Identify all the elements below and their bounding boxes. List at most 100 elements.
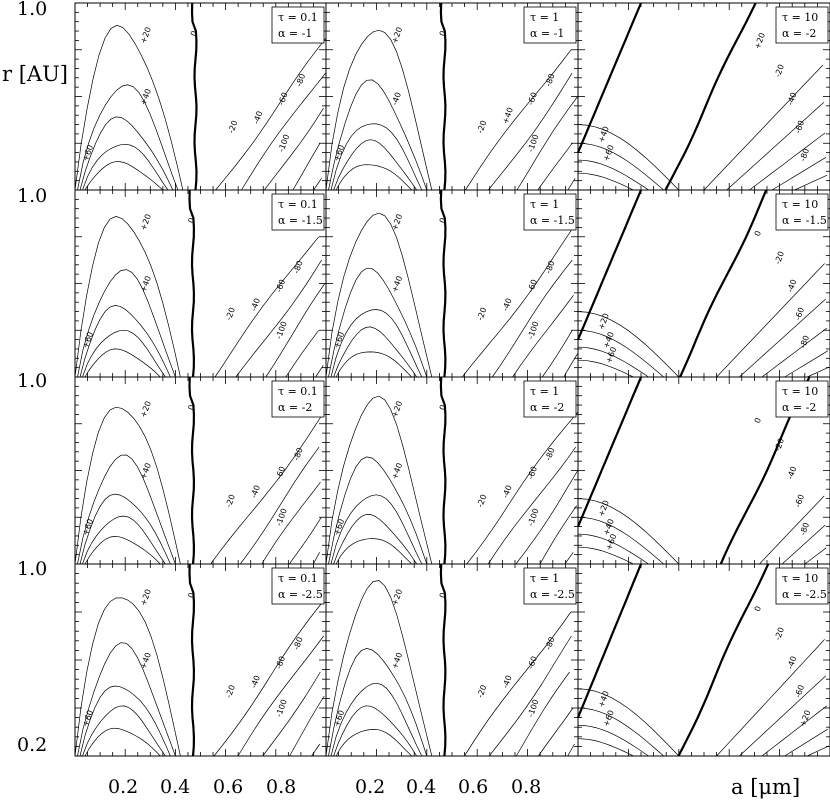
panel-legend-box (775, 193, 829, 231)
contour-label: -80 (292, 259, 305, 274)
contour-label: -40 (786, 278, 799, 293)
contour-zero-left (576, 2, 643, 154)
contour-negative (264, 108, 324, 191)
contour-label: +20 (139, 400, 153, 419)
contour-label: -60 (526, 278, 539, 293)
contour-negative (807, 366, 830, 378)
contour-negative (237, 635, 324, 757)
panel-legend-box (523, 193, 577, 231)
panel-4-2: +20 0 -20 +40 -40 -60 -80 -100 +60 τ = 1 α = -2.5 (325, 563, 579, 757)
contour-label: -20 (224, 684, 237, 699)
panel-alpha-label: α = -1.5 (530, 214, 575, 227)
contour-positive (74, 216, 181, 378)
contour-negative (538, 707, 574, 757)
panel-3-1: +20 0 -20 +40 -40 -60 -80 -100 +60 τ = 0.1 α = -2 (74, 376, 327, 565)
contour-positive (577, 124, 680, 191)
contour-negative (512, 294, 574, 378)
contour-negative (515, 671, 570, 757)
contour-label: 0 (186, 217, 196, 225)
panel-legend-box (775, 567, 829, 605)
contour-label: +60 (81, 518, 95, 537)
contour-positive (328, 648, 428, 757)
panel-tau-label: τ = 1 (530, 11, 559, 24)
x-tick-label-c1-0.2: 0.2 (108, 776, 139, 798)
contour-label: -80 (292, 446, 305, 461)
contour-negative (285, 330, 319, 378)
contour-negative (265, 283, 326, 378)
y-tick-label-row-2: 1.0 (17, 185, 48, 207)
y-tick-label-row-1: 1.0 (17, 0, 48, 20)
contour-positive (577, 738, 634, 757)
contour-zero (664, 2, 757, 191)
contour-positive (577, 533, 649, 565)
contour-label: -20 (773, 437, 786, 452)
panel-legend-box (523, 6, 577, 44)
contour-negative (214, 236, 319, 378)
contour-label: -60 (526, 91, 539, 106)
contour-negative (240, 446, 320, 565)
contour-positive (84, 536, 161, 565)
contour-negative (311, 743, 321, 757)
contour-positive (335, 538, 412, 565)
contour-label: +40 (139, 275, 153, 294)
contour-label: +60 (81, 709, 95, 728)
contour-label: +40 (390, 462, 404, 481)
panel-tau-label: τ = 0.1 (278, 572, 318, 585)
contour-negative (492, 259, 573, 378)
contour-label: -40 (252, 110, 265, 125)
contour-label: -60 (526, 465, 539, 480)
contour-positive (330, 123, 423, 191)
contour-label: -80 (544, 636, 557, 651)
contour-negative (261, 481, 321, 565)
contour-label: +60 (332, 144, 346, 163)
panel-alpha-label: α = -1 (530, 27, 564, 40)
x-tick-label-c2-0.2: 0.2 (355, 776, 386, 798)
panel-2-2: +20 0 -20 +40 -40 -60 -80 -100 +60 τ = 1 α = -1.5 (325, 189, 579, 378)
contour-label: -40 (249, 297, 262, 312)
contour-negative (807, 745, 830, 757)
panel-legend-box (523, 380, 577, 418)
contour-positive (79, 305, 171, 378)
panel-3-3: 0-20-40-60-80+20+40+60τ = 10α = -2 (576, 376, 830, 565)
contour-positive (330, 309, 423, 378)
contour-zero (439, 563, 447, 757)
contour-label: -40 (501, 484, 514, 499)
panel-legend-box (775, 380, 829, 418)
contour-negative (488, 635, 572, 757)
contour-label: +60 (332, 709, 346, 728)
panel-1-3: +20-20-40-60-80+40+60τ = 10α = -2 (576, 2, 830, 191)
contour-label: 0 (186, 591, 196, 599)
contour-label: -40 (786, 91, 799, 106)
panel-alpha-label: α = -2 (782, 27, 816, 40)
contour-label: 0 (189, 30, 199, 38)
x-axis-title: a [μm] (731, 775, 801, 799)
panel-alpha-label: α = -1.5 (278, 214, 323, 227)
contour-label: -80 (294, 72, 307, 87)
contour-label: -100 (526, 507, 541, 527)
contour-label: +20 (139, 588, 153, 607)
contour-negative (784, 728, 828, 757)
contour-negative (464, 611, 572, 757)
contour-label: -60 (793, 306, 806, 321)
contour-negative (516, 96, 578, 191)
panel-legend-box (271, 193, 325, 231)
contour-zero (679, 189, 768, 378)
contour-label: 0 (438, 404, 448, 412)
contour-label: -20 (476, 306, 489, 321)
contour-label: +20 (390, 400, 404, 419)
contour-negative (749, 132, 826, 191)
panel-2-3: 0-20-40-60-80+20+40+60τ = 10α = -1.5 (576, 189, 830, 378)
contour-negative (515, 470, 579, 565)
contour-label: -100 (526, 698, 541, 718)
contour-label: -100 (277, 133, 292, 153)
contour-label: -20 (476, 493, 489, 508)
contour-negative (716, 639, 825, 757)
contour-label: +60 (81, 144, 95, 163)
contour-positive (333, 705, 417, 757)
panel-alpha-label: α = -2.5 (530, 588, 575, 601)
panel-tau-label: τ = 10 (782, 11, 818, 24)
contour-negative (213, 599, 325, 757)
contour-zero (188, 376, 196, 565)
y-tick-label-bottom: 0.2 (17, 734, 48, 756)
contour-negative (781, 524, 826, 565)
